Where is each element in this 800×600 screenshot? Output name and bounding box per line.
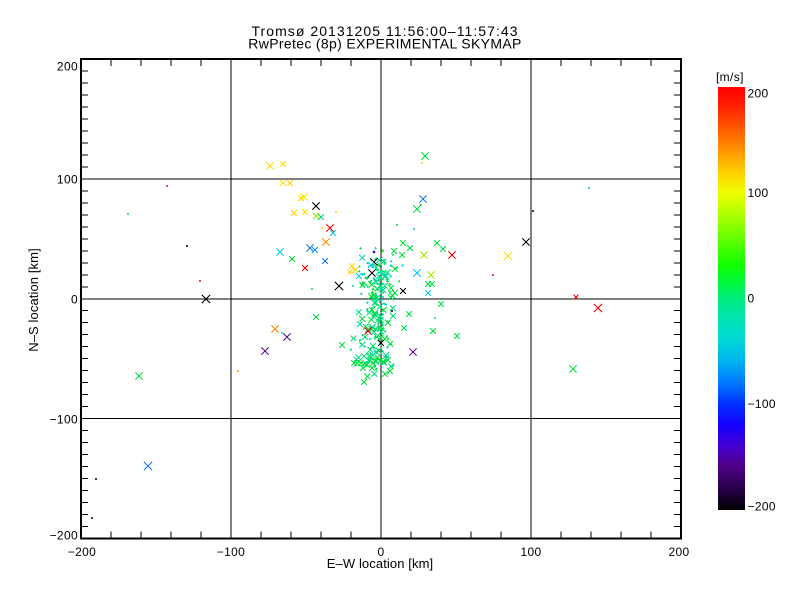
svg-text:0: 0	[748, 292, 755, 306]
svg-text:0: 0	[71, 292, 78, 306]
svg-text:−100: −100	[50, 412, 78, 426]
svg-text:200: 200	[668, 545, 689, 559]
svg-text:[m/s]: [m/s]	[716, 70, 744, 84]
svg-text:−200: −200	[68, 545, 96, 559]
svg-text:E–W location [km]: E–W location [km]	[327, 556, 433, 571]
svg-text:−100: −100	[748, 397, 776, 411]
svg-text:−200: −200	[748, 500, 776, 514]
svg-text:200: 200	[57, 60, 78, 74]
svg-text:RwPretec (8p) EXPERIMENTAL SKY: RwPretec (8p) EXPERIMENTAL SKYMAP	[248, 36, 521, 52]
svg-text:200: 200	[748, 87, 769, 101]
svg-text:100: 100	[520, 545, 541, 559]
svg-text:100: 100	[57, 172, 78, 186]
svg-text:−200: −200	[50, 529, 78, 543]
svg-text:N–S location [km]: N–S location [km]	[26, 248, 41, 352]
svg-text:100: 100	[748, 186, 769, 200]
svg-text:0: 0	[377, 545, 384, 559]
svg-text:Tromsø 20131205 11:56:00–11:57: Tromsø 20131205 11:56:00–11:57:43	[251, 23, 518, 39]
svg-text:−100: −100	[217, 545, 245, 559]
